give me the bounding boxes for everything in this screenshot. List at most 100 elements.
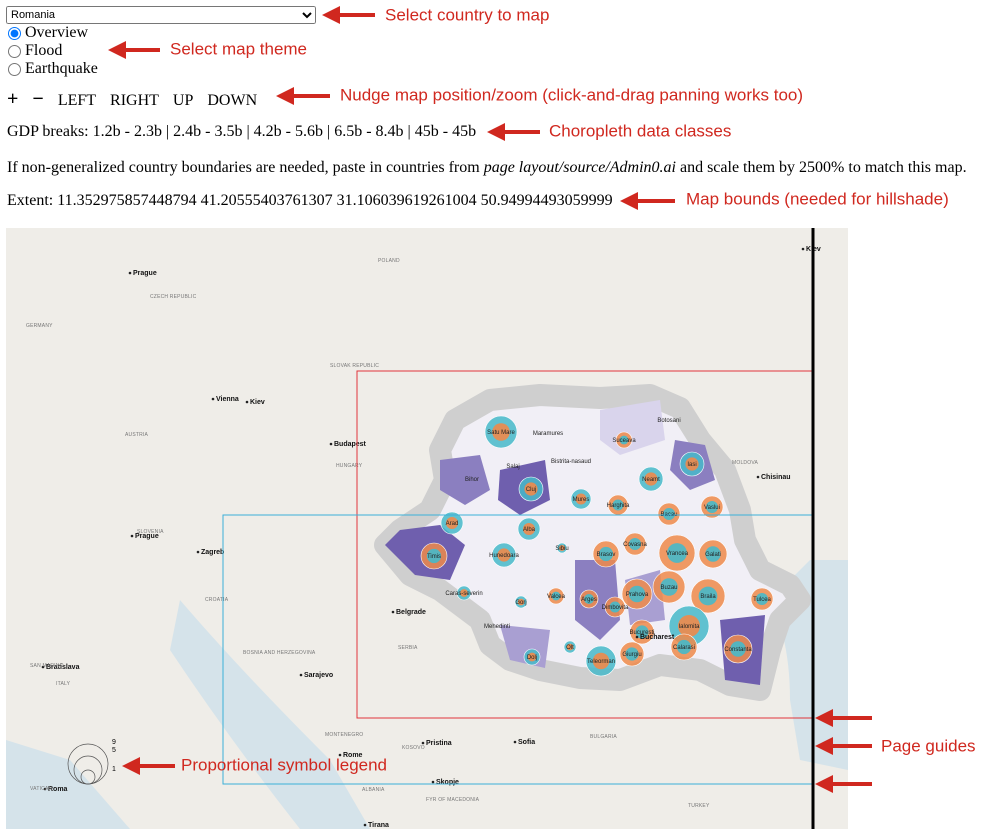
nav-button[interactable]: LEFT xyxy=(57,92,97,109)
theme-label: Earthquake xyxy=(25,60,98,77)
country-label: VATICAN xyxy=(30,786,53,792)
region-label: Vaslui xyxy=(704,505,720,511)
region-label: Covasna xyxy=(623,542,647,548)
region-label: Dimbovita xyxy=(602,605,629,611)
country-label: BULGARIA xyxy=(590,734,617,740)
region-label: Calarasi xyxy=(673,645,695,651)
country-label: TURKEY xyxy=(688,803,710,809)
region-label: Bucuresti xyxy=(629,630,654,636)
radio[interactable] xyxy=(8,62,21,76)
legend-label: 1 xyxy=(112,766,116,773)
city-label: Kiev xyxy=(250,399,265,406)
prop-symbol xyxy=(662,507,676,521)
country-label: POLAND xyxy=(378,258,400,264)
prop-symbol xyxy=(685,457,699,471)
city-label: Bucharest xyxy=(640,634,675,641)
annotation: Proportional symbol legend xyxy=(181,755,387,774)
region-label: Vrancea xyxy=(666,551,689,557)
region-label: Mehedinti xyxy=(484,624,510,630)
prop-symbol xyxy=(566,643,574,651)
country-select[interactable]: Romania xyxy=(6,6,316,24)
sea xyxy=(170,600,370,829)
zoom-out[interactable]: − xyxy=(32,88,44,110)
country-label: CROATIA xyxy=(205,597,229,603)
city-label: Sarajevo xyxy=(304,672,333,679)
arrow-head xyxy=(815,709,833,727)
city-dot xyxy=(363,823,367,827)
note-path: page layout/source/Admin0.ai xyxy=(483,159,676,176)
country-label: CZECH REPUBLIC xyxy=(150,294,197,300)
nav-button[interactable]: RIGHT xyxy=(110,92,159,109)
city-label: Budapest xyxy=(334,441,367,448)
country-label: ALBANIA xyxy=(362,787,385,793)
nav-button[interactable]: UP xyxy=(172,92,194,109)
arrows xyxy=(108,6,872,793)
legend: 9 5 1 xyxy=(67,739,116,785)
region-label: Arad xyxy=(446,521,459,527)
city-label: Prague xyxy=(133,270,157,277)
region-label: Arges xyxy=(581,597,597,603)
country-label: ITALY xyxy=(56,681,71,687)
city-label: Roma xyxy=(48,786,68,793)
city-dot xyxy=(513,740,517,744)
prop-symbol xyxy=(698,586,718,606)
arrow-head xyxy=(108,41,126,59)
prop-symbol xyxy=(619,435,629,445)
region-label: Buzau xyxy=(660,585,677,591)
nav-controls: + − LEFT RIGHT UP DOWN xyxy=(7,88,271,111)
region-label: Harghita xyxy=(607,503,630,509)
city-label: Vienna xyxy=(216,396,239,403)
country-label: KOSOVO xyxy=(402,745,425,751)
region-label: Constanta xyxy=(724,647,752,653)
prop-symbol xyxy=(584,594,594,604)
radio[interactable] xyxy=(8,26,21,40)
prop-symbol xyxy=(635,625,649,639)
country-label: AUSTRIA xyxy=(125,432,149,438)
arrow-head xyxy=(276,87,294,105)
theme-option[interactable]: Overview xyxy=(0,24,98,42)
country-label: MOLDOVA xyxy=(732,460,758,466)
region-label: Galati xyxy=(705,552,721,558)
region-label: Gorj xyxy=(515,600,526,606)
legend-label: 5 xyxy=(112,747,116,754)
city-label: Zagreb xyxy=(201,549,224,556)
city-dot xyxy=(329,442,333,446)
nav-button[interactable]: DOWN xyxy=(207,92,258,109)
region-label: Mures xyxy=(573,497,590,503)
city-label: Belgrade xyxy=(396,609,426,616)
region-label: Timis xyxy=(427,554,441,560)
theme-option[interactable]: Flood xyxy=(0,42,98,60)
note: If non-generalized country boundaries ar… xyxy=(7,159,967,177)
prop-symbol xyxy=(445,516,459,530)
prop-symbol xyxy=(705,500,719,514)
prop-symbol xyxy=(426,548,442,564)
country-label: FYR OF MACEDONIA xyxy=(426,797,480,803)
prop-symbol xyxy=(592,652,610,670)
note-text: and scale them by 2500% to match this ma… xyxy=(675,159,967,176)
city-label: Chisinau xyxy=(761,474,791,481)
country-label: GERMANY xyxy=(26,323,53,329)
country-label: SLOVENIA xyxy=(137,529,164,535)
city-label: Prague xyxy=(135,533,159,540)
prop-symbol xyxy=(676,639,692,655)
region-label: Tulcea xyxy=(753,597,771,603)
zoom-in[interactable]: + xyxy=(7,88,19,110)
city-dot xyxy=(431,780,435,784)
country-label: SERBIA xyxy=(398,645,418,651)
theme-label: Overview xyxy=(25,24,89,41)
prop-symbol xyxy=(575,493,587,505)
radio[interactable] xyxy=(8,44,21,58)
city-dot xyxy=(338,753,342,757)
symbols xyxy=(420,415,774,677)
prop-symbol xyxy=(660,578,678,596)
region-label: Teleorman xyxy=(587,659,615,665)
city-dot xyxy=(130,534,134,538)
region-label: Botosani xyxy=(657,418,680,424)
city-dot xyxy=(128,271,132,275)
theme-option[interactable]: Earthquake xyxy=(0,60,98,78)
region-fill xyxy=(440,455,490,505)
gdp-breaks: GDP breaks: 1.2b - 2.3b | 2.4b - 3.5b | … xyxy=(7,123,477,140)
prop-symbol xyxy=(524,482,538,496)
prop-symbol xyxy=(667,543,687,563)
region-label: Bihor xyxy=(465,477,479,483)
